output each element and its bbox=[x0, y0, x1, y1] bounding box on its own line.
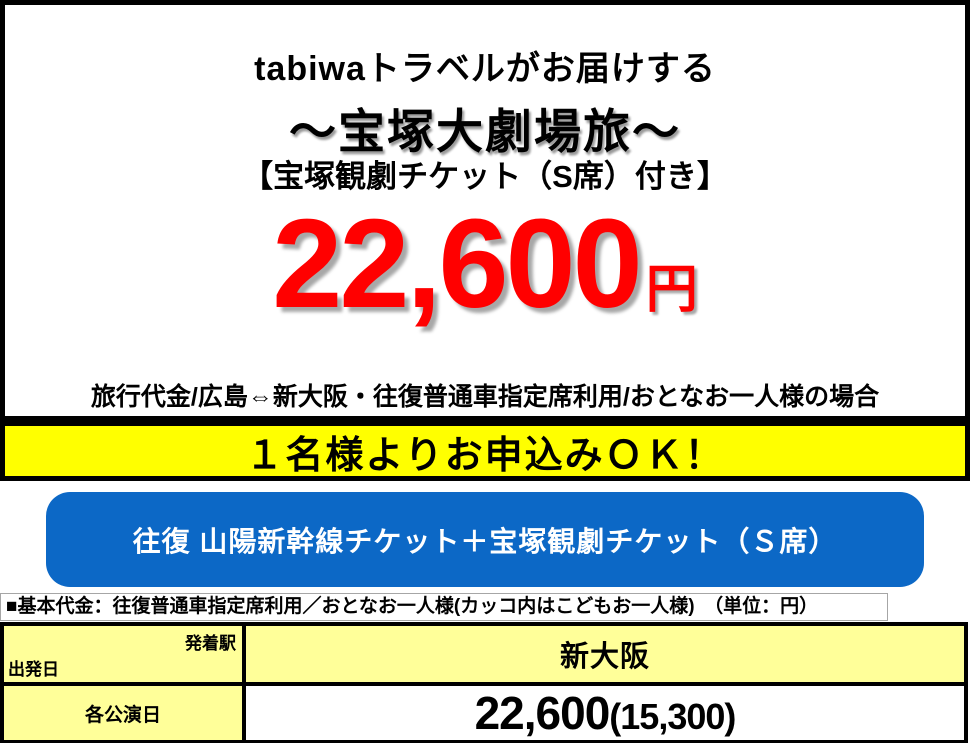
subtitle-ticket-included: 【宝塚観劇チケット（S席）付き】 bbox=[242, 159, 728, 194]
price-currency-unit: 円 bbox=[645, 261, 698, 319]
corner-label-departure-date: 出発日 bbox=[8, 660, 59, 679]
ticket-package-box: 往復 山陽新幹線チケット＋宝塚観劇チケット（Ｓ席） bbox=[46, 492, 924, 587]
banner-text: １名様よりお申込みＯＫ！ bbox=[245, 434, 725, 477]
header-box: tabiwaトラベルがお届けする ～宝塚大劇場旅～ 【宝塚観劇チケット（S席）付… bbox=[0, 0, 970, 421]
basic-fee-note: ■基本代金：往復普通車指定席利用／おとなお一人様(カッコ内はこどもお一人様) （… bbox=[0, 593, 888, 621]
brand-title: tabiwaトラベルがお届けする bbox=[254, 50, 716, 88]
price-conditions-note: 旅行代金/広島⇔新大阪・往復普通車指定席利用/おとなお一人様の場合 bbox=[90, 383, 880, 411]
fare-table: 発着駅 出発日 新大阪 各公演日 22,600 (15,300) bbox=[0, 622, 968, 743]
fare-adult: 22,600 bbox=[474, 687, 611, 739]
main-title: ～宝塚大劇場旅～ bbox=[289, 105, 681, 158]
station-header-cell: 新大阪 bbox=[246, 626, 964, 682]
single-applicant-banner: １名様よりお申込みＯＫ！ bbox=[0, 421, 970, 481]
ticket-package-text: 往復 山陽新幹線チケット＋宝塚観劇チケット（Ｓ席） bbox=[132, 525, 838, 557]
table-corner-cell: 発着駅 出発日 bbox=[4, 626, 242, 682]
fare-child: (15,300) bbox=[609, 696, 736, 737]
price-row: 22,600 円 bbox=[5, 201, 965, 335]
price-amount: 22,600 bbox=[272, 193, 642, 334]
performance-day-label-cell: 各公演日 bbox=[4, 686, 242, 740]
corner-label-station: 発着駅 bbox=[185, 634, 236, 653]
fare-value-cell: 22,600 (15,300) bbox=[246, 686, 964, 740]
